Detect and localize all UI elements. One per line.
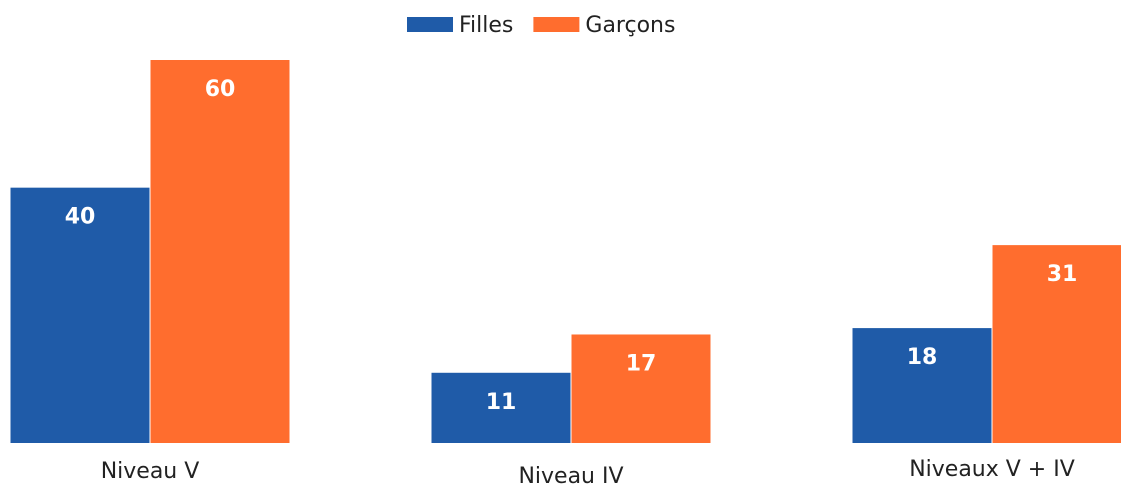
bar <box>431 372 571 443</box>
bar <box>852 328 992 443</box>
data-label: 18 <box>907 345 938 370</box>
legend-swatch <box>533 17 580 32</box>
x-tick-label: Niveau IV <box>518 464 623 489</box>
data-label: 17 <box>626 351 657 376</box>
data-label: 11 <box>486 390 517 415</box>
legend-label: Garçons <box>585 13 675 38</box>
bar <box>571 334 711 443</box>
x-tick-label: Niveaux V + IV <box>909 457 1075 482</box>
data-label: 60 <box>205 77 236 102</box>
data-label: 31 <box>1047 262 1078 287</box>
legend-swatch <box>407 17 453 32</box>
legend-label: Filles <box>459 13 513 38</box>
data-label: 40 <box>65 205 96 230</box>
bar <box>992 245 1121 443</box>
x-tick-label: Niveau V <box>101 459 200 484</box>
bar <box>150 60 290 443</box>
bar <box>10 187 150 443</box>
